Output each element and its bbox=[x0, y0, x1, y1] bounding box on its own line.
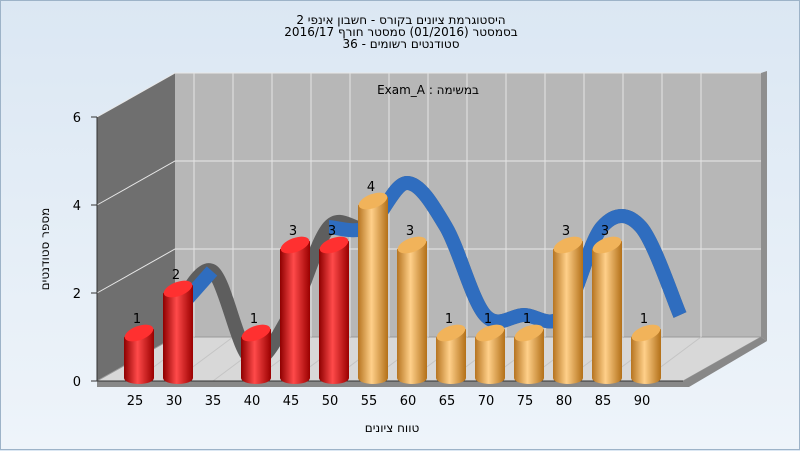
bar bbox=[475, 324, 505, 384]
bar-value-label: 3 bbox=[328, 224, 336, 239]
bar bbox=[358, 192, 388, 384]
gridline bbox=[96, 72, 761, 118]
bar-top bbox=[475, 324, 505, 342]
bar bbox=[553, 236, 583, 384]
x-tick-label: 45 bbox=[283, 394, 300, 409]
x-tick-label: 50 bbox=[322, 394, 339, 409]
bars: 1 2 1 3 3 4 3 1 1 1 3 3 1 bbox=[124, 180, 661, 384]
x-tick-label: 80 bbox=[556, 394, 573, 409]
x-axis: 25 30 35 40 45 50 55 60 65 70 75 80 85 90 bbox=[97, 380, 683, 409]
bar bbox=[319, 236, 349, 384]
bar-body bbox=[358, 197, 388, 384]
left-wall bbox=[97, 73, 175, 381]
bar-body bbox=[631, 329, 661, 384]
bar-top bbox=[397, 236, 427, 254]
y-tick-label: 0 bbox=[73, 375, 81, 390]
bar-value-label: 1 bbox=[640, 312, 648, 327]
bar bbox=[631, 324, 661, 384]
chart-title-line-1: היסטוגרמת ציונים בקורס - חשבון אינפי 2 bbox=[296, 13, 505, 27]
gridline bbox=[96, 160, 761, 206]
bar bbox=[241, 324, 271, 384]
trend-line bbox=[328, 175, 687, 329]
x-tick-label: 55 bbox=[361, 394, 378, 409]
chart-title-line-3: סטודנטים רשומים - 36 bbox=[342, 37, 459, 51]
y-axis: 0 2 4 6 bbox=[73, 111, 98, 390]
bar-body bbox=[553, 241, 583, 384]
bar-value-label: 1 bbox=[445, 312, 453, 327]
bar-body bbox=[397, 241, 427, 384]
exam-annotation: Exam_A : במשימה bbox=[377, 83, 479, 97]
bar bbox=[514, 324, 544, 384]
bar-value-label: 1 bbox=[133, 312, 141, 327]
bar-value-label: 3 bbox=[289, 224, 297, 239]
bar-value-label: 1 bbox=[484, 312, 492, 327]
y-tick-label: 6 bbox=[73, 111, 81, 126]
bar-value-label: 3 bbox=[406, 224, 414, 239]
bar-value-label: 2 bbox=[172, 268, 180, 283]
right-edge bbox=[761, 71, 767, 341]
bar-body bbox=[163, 285, 193, 384]
x-tick-label: 60 bbox=[400, 394, 417, 409]
bar-top bbox=[124, 324, 154, 342]
y-tick-label: 2 bbox=[73, 287, 81, 302]
bar-value-label: 1 bbox=[250, 312, 258, 327]
bar-value-label: 3 bbox=[601, 224, 609, 239]
bar bbox=[163, 280, 193, 384]
x-tick-label: 75 bbox=[517, 394, 534, 409]
bar bbox=[397, 236, 427, 384]
bar-top bbox=[280, 236, 310, 254]
bar-body bbox=[592, 241, 622, 384]
bar-body bbox=[436, 329, 466, 384]
bar-top bbox=[319, 236, 349, 254]
x-tick-label: 70 bbox=[478, 394, 495, 409]
chart-title-line-2: בסמסטר (01/2016) סמסטר חורף 2016/17 bbox=[284, 25, 517, 39]
bar-value-label: 3 bbox=[562, 224, 570, 239]
bar-value-label: 1 bbox=[523, 312, 531, 327]
bar-body bbox=[475, 329, 505, 384]
floor-edge bbox=[97, 337, 767, 387]
x-tick-label: 35 bbox=[205, 394, 222, 409]
bar-body bbox=[280, 241, 310, 384]
bar-top bbox=[241, 324, 271, 342]
bar-top bbox=[631, 324, 661, 342]
y-axis-label: מספר סטודנטים bbox=[38, 208, 52, 291]
bar bbox=[436, 324, 466, 384]
x-tick-label: 85 bbox=[595, 394, 612, 409]
x-tick-label: 30 bbox=[166, 394, 183, 409]
bar-body bbox=[514, 329, 544, 384]
bar bbox=[592, 236, 622, 384]
floor bbox=[95, 336, 763, 382]
bar-value-label: 4 bbox=[367, 180, 375, 195]
bar-body bbox=[241, 329, 271, 384]
bar-body bbox=[124, 329, 154, 384]
bar-top bbox=[592, 236, 622, 254]
bar-top bbox=[163, 280, 193, 298]
x-tick-label: 25 bbox=[127, 394, 144, 409]
bar-top bbox=[553, 236, 583, 254]
bar bbox=[280, 236, 310, 384]
y-tick-label: 4 bbox=[73, 199, 81, 214]
bar-top bbox=[514, 324, 544, 342]
x-tick-label: 65 bbox=[439, 394, 456, 409]
x-tick-label: 40 bbox=[244, 394, 261, 409]
bar-top bbox=[358, 192, 388, 210]
x-tick-label: 90 bbox=[634, 394, 651, 409]
bar-body bbox=[319, 241, 349, 384]
x-axis-label: טווח ציונים bbox=[365, 421, 420, 435]
bar-top bbox=[436, 324, 466, 342]
bar bbox=[124, 324, 154, 384]
